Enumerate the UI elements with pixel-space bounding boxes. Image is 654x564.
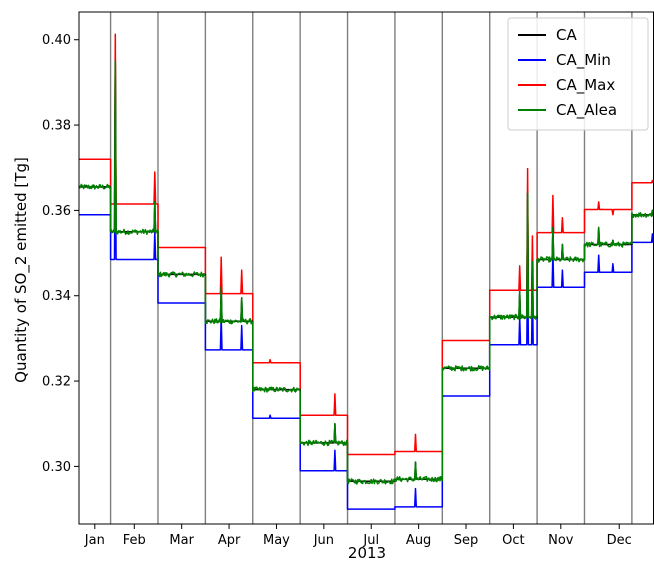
legend: CA CA_Min CA_Max CA_Alea bbox=[507, 17, 649, 131]
y-tick-label: 0.34 bbox=[42, 289, 71, 304]
series-line-ca-alea bbox=[78, 60, 654, 485]
y-tick-label: 0.32 bbox=[42, 375, 71, 390]
x-tick-label: Mar bbox=[169, 533, 194, 548]
legend-label: CA_Min bbox=[556, 51, 611, 70]
y-tick-label: 0.40 bbox=[42, 33, 71, 48]
legend-label: CA bbox=[556, 26, 577, 44]
y-tick-label: 0.38 bbox=[42, 119, 71, 134]
series-line-ca-min bbox=[79, 115, 654, 510]
x-tick-label: Sep bbox=[454, 533, 479, 548]
x-tick-label: Jul bbox=[362, 533, 379, 548]
x-tick-label: Apr bbox=[218, 533, 241, 548]
x-tick-label: Jan bbox=[84, 533, 105, 548]
y-tick-label: 0.30 bbox=[42, 460, 71, 475]
series-line-ca-max bbox=[79, 33, 654, 456]
y-tick-label: 0.36 bbox=[42, 204, 71, 219]
x-axis: Jan Feb Mar Apr May Jun Jul Aug Sep Oct Nov Dec bbox=[84, 524, 632, 548]
x-tick-label: Oct bbox=[502, 533, 524, 548]
x-tick-label: Jun bbox=[313, 533, 334, 548]
legend-label: CA_Max bbox=[556, 76, 615, 95]
y-axis: 0.30 0.32 0.34 0.36 0.38 0.40 bbox=[42, 33, 79, 475]
y-axis-title: Quantity of SO_2 emitted [Tg] bbox=[12, 157, 31, 383]
x-tick-label: Nov bbox=[548, 533, 574, 548]
legend-label: CA_Alea bbox=[556, 101, 617, 120]
x-tick-label: Dec bbox=[607, 533, 632, 548]
x-tick-label: Aug bbox=[406, 533, 431, 548]
x-tick-label: Feb bbox=[123, 533, 146, 548]
x-tick-label: May bbox=[263, 533, 290, 548]
x-axis-title: 2013 bbox=[348, 544, 386, 562]
series-lines bbox=[78, 33, 654, 510]
legend-box bbox=[507, 17, 649, 131]
